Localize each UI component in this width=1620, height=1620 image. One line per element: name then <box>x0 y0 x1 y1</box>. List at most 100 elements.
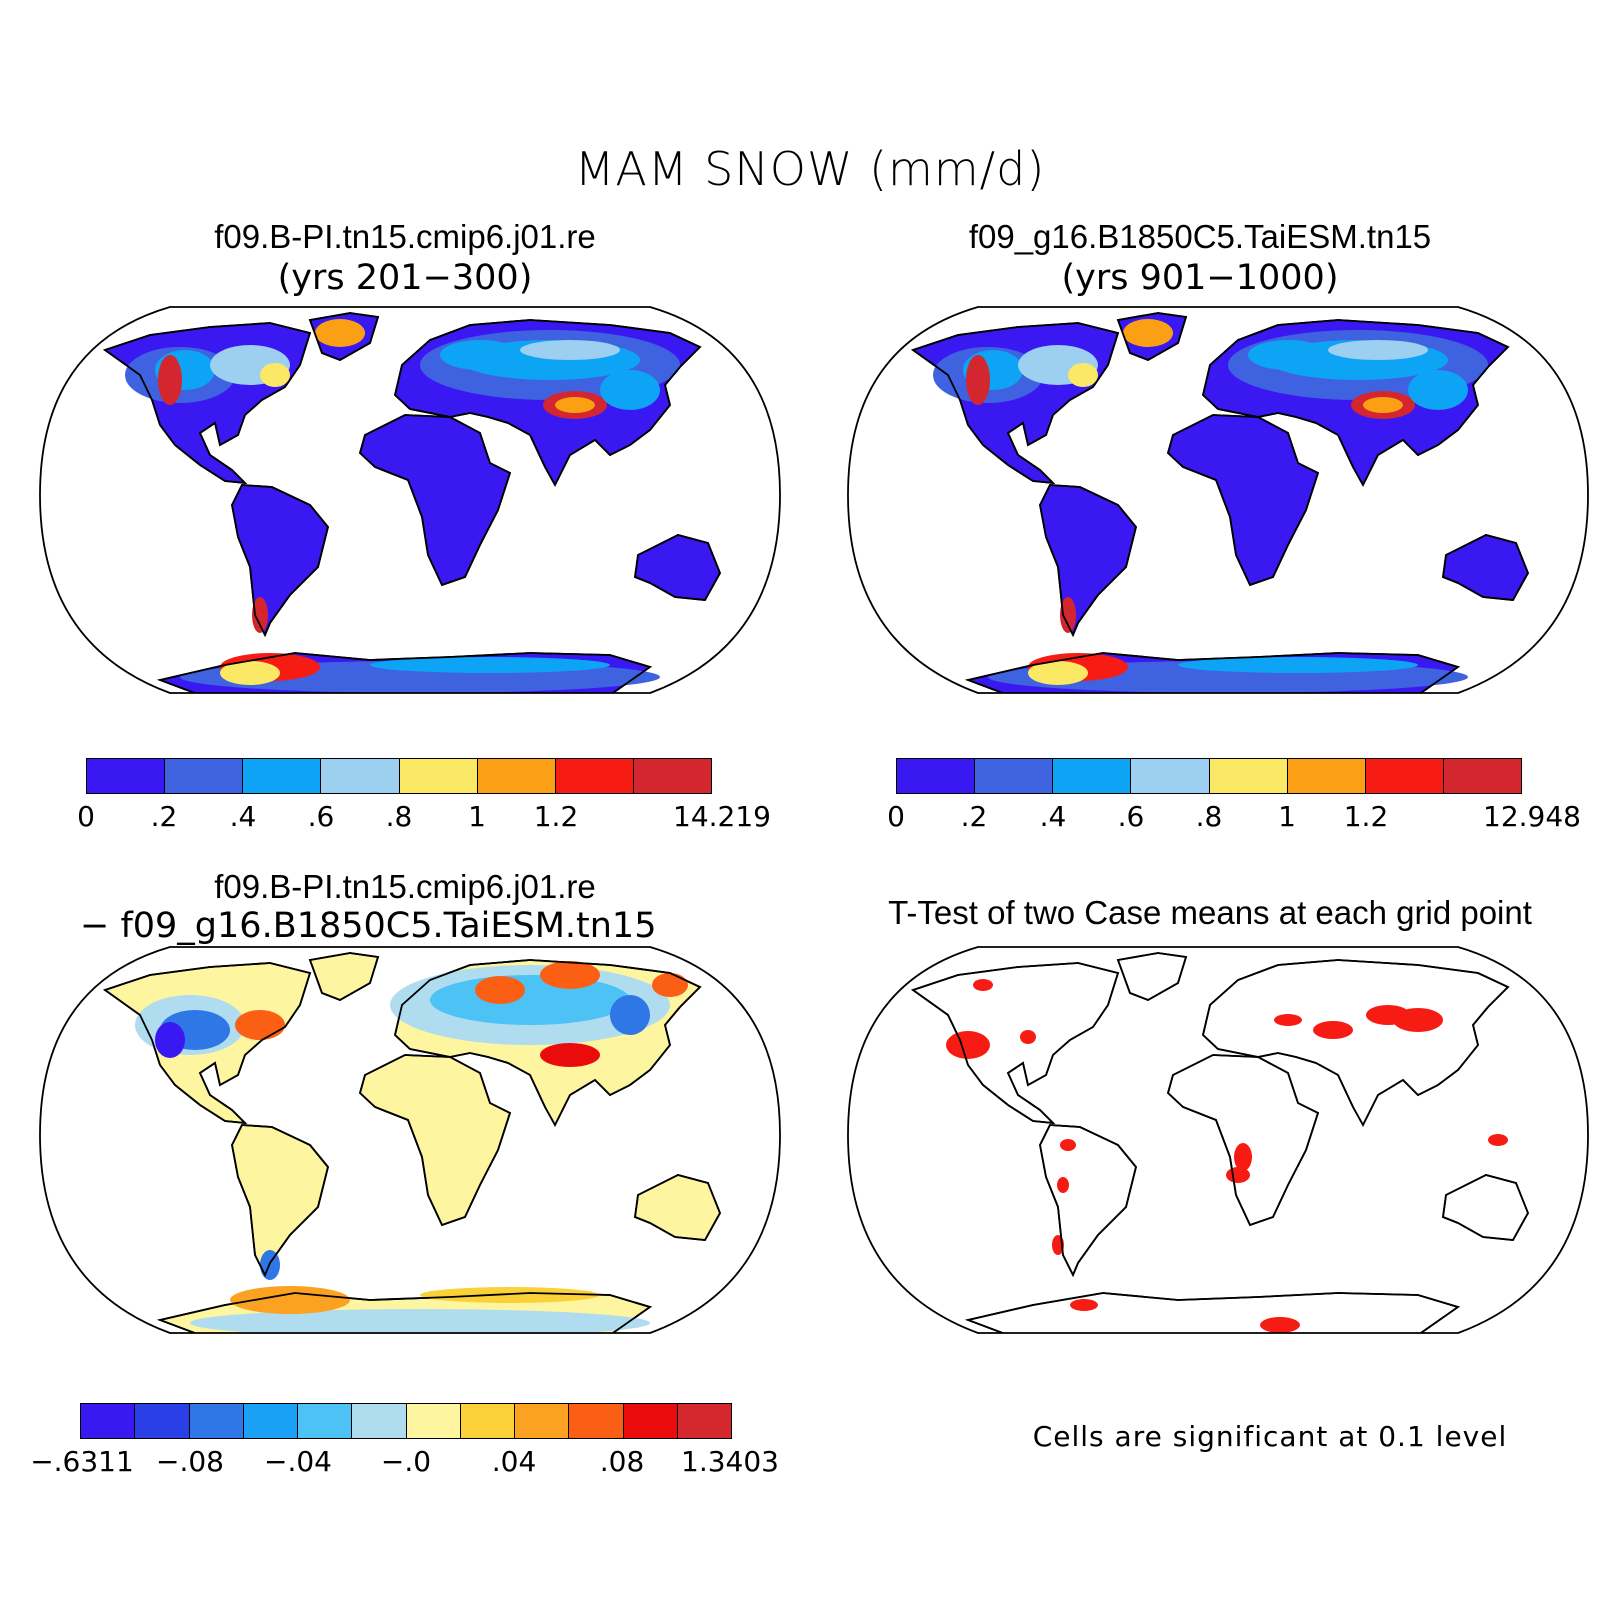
colorbar-swatch <box>623 1404 678 1438</box>
colorbar-label: .2 <box>960 800 988 833</box>
land-australia <box>634 1174 721 1241</box>
field-patch <box>440 340 520 370</box>
field-patch <box>190 1309 650 1333</box>
colorbar-top-left <box>86 758 712 794</box>
colorbar-label: 0 <box>887 800 905 833</box>
field-patch <box>1363 397 1403 413</box>
field-patch <box>1178 657 1418 673</box>
field-patch <box>430 975 630 1025</box>
field-patch <box>1488 1134 1508 1146</box>
map-boundary <box>847 946 1589 1334</box>
map-bottom-right <box>847 946 1589 1334</box>
field-patch <box>946 1031 990 1059</box>
colorbar-label: 1.2 <box>1343 800 1389 833</box>
field-patch <box>1408 370 1468 410</box>
map-boundary <box>39 946 781 1334</box>
colorbar-swatch <box>1053 759 1132 793</box>
colorbar-swatch <box>1365 759 1444 793</box>
field-patch <box>475 976 525 1004</box>
colorbar-swatch <box>243 759 322 793</box>
colorbar-label: .8 <box>385 800 413 833</box>
colorbar-swatch <box>569 1404 624 1438</box>
field-patch <box>600 370 660 410</box>
panel-subtitle-top-right: (yrs 901−1000) <box>1061 258 1339 298</box>
field-patch <box>155 1022 185 1058</box>
colorbar-bottom-left <box>80 1403 732 1439</box>
field-patch <box>1060 597 1076 633</box>
land-greenland <box>1116 952 1188 1001</box>
colorbar-label: 1.2 <box>533 800 579 833</box>
colorbar-label: 12.948 <box>1483 800 1581 833</box>
colorbar-swatch <box>1443 759 1521 793</box>
colorbar-swatch <box>135 1404 190 1438</box>
field-patch <box>315 319 365 347</box>
map-boundary <box>847 306 1589 694</box>
colorbar-swatch <box>352 1404 407 1438</box>
field-patch <box>966 355 990 405</box>
colorbar-swatch <box>165 759 244 793</box>
colorbar-swatch <box>633 759 711 793</box>
colorbar-label: 1.3403 <box>681 1445 779 1478</box>
colorbar-swatch <box>1287 759 1366 793</box>
field-patch <box>973 979 993 991</box>
field-patch <box>235 1010 285 1040</box>
field-patch <box>1248 340 1328 370</box>
field-patch <box>1393 1008 1443 1032</box>
field-patch <box>1234 1143 1252 1171</box>
land-greenland <box>308 952 380 1001</box>
panel-title-top-left: f09.B-PI.tn15.cmip6.j01.re <box>214 218 596 255</box>
colorbar-swatch <box>555 759 634 793</box>
field-patch <box>1313 1021 1353 1039</box>
map-top-left <box>39 306 781 694</box>
colorbar-swatch <box>81 1404 136 1438</box>
panel-subtitle-top-left: (yrs 201−300) <box>277 258 533 298</box>
colorbar-label: −.04 <box>264 1445 332 1478</box>
colorbar-label: .04 <box>491 1445 537 1478</box>
colorbar-label: .4 <box>1039 800 1067 833</box>
land-africa <box>1166 1054 1320 1227</box>
field-patch <box>370 657 610 673</box>
colorbar-swatch <box>460 1404 515 1438</box>
field-patch <box>1068 363 1098 387</box>
colorbar-swatch <box>1131 759 1210 793</box>
colorbar-label: 14.219 <box>673 800 771 833</box>
panel-title-bottom-right: T-Test of two Case means at each grid po… <box>888 894 1532 931</box>
land-africa <box>358 414 512 587</box>
colorbar-label: .4 <box>229 800 257 833</box>
land-namerica <box>103 322 312 485</box>
colorbar-label: 0 <box>77 800 95 833</box>
colorbar-swatch <box>399 759 478 793</box>
field-patch <box>252 597 268 633</box>
field-patch <box>1070 1299 1098 1311</box>
panel-title-top-right: f09_g16.B1850C5.TaiESM.tn15 <box>968 218 1432 255</box>
field-patch <box>1060 1139 1076 1151</box>
map-bottom-left <box>39 946 781 1334</box>
field-patch <box>1020 1030 1036 1044</box>
field-patch <box>1328 340 1428 360</box>
field-patch <box>1226 1167 1250 1183</box>
colorbar-swatch <box>321 759 400 793</box>
field-patch <box>1057 1177 1069 1193</box>
colorbar-swatch <box>189 1404 244 1438</box>
panel-title-bottom-left: f09.B-PI.tn15.cmip6.j01.re <box>214 868 596 905</box>
land-australia <box>1442 1174 1529 1241</box>
colorbar-label: .6 <box>1117 800 1145 833</box>
colorbar-label: .8 <box>1195 800 1223 833</box>
colorbar-swatch <box>677 1404 731 1438</box>
field-patch <box>230 1286 350 1314</box>
land-africa <box>1166 414 1320 587</box>
colorbar-swatch <box>298 1404 353 1438</box>
map-top-right <box>847 306 1589 694</box>
field-patch <box>652 973 688 997</box>
colorbar-top-right <box>896 758 1522 794</box>
field-patch <box>1260 1317 1300 1333</box>
field-patch <box>1274 1014 1302 1026</box>
colorbar-label: .6 <box>307 800 335 833</box>
field-patch <box>555 397 595 413</box>
colorbar-label: −.08 <box>156 1445 224 1478</box>
colorbar-label: −.0 <box>380 1445 432 1478</box>
field-patch <box>540 961 600 989</box>
field-patch <box>1123 319 1173 347</box>
colorbar-label: −.6311 <box>30 1445 134 1478</box>
land-africa <box>358 1054 512 1227</box>
